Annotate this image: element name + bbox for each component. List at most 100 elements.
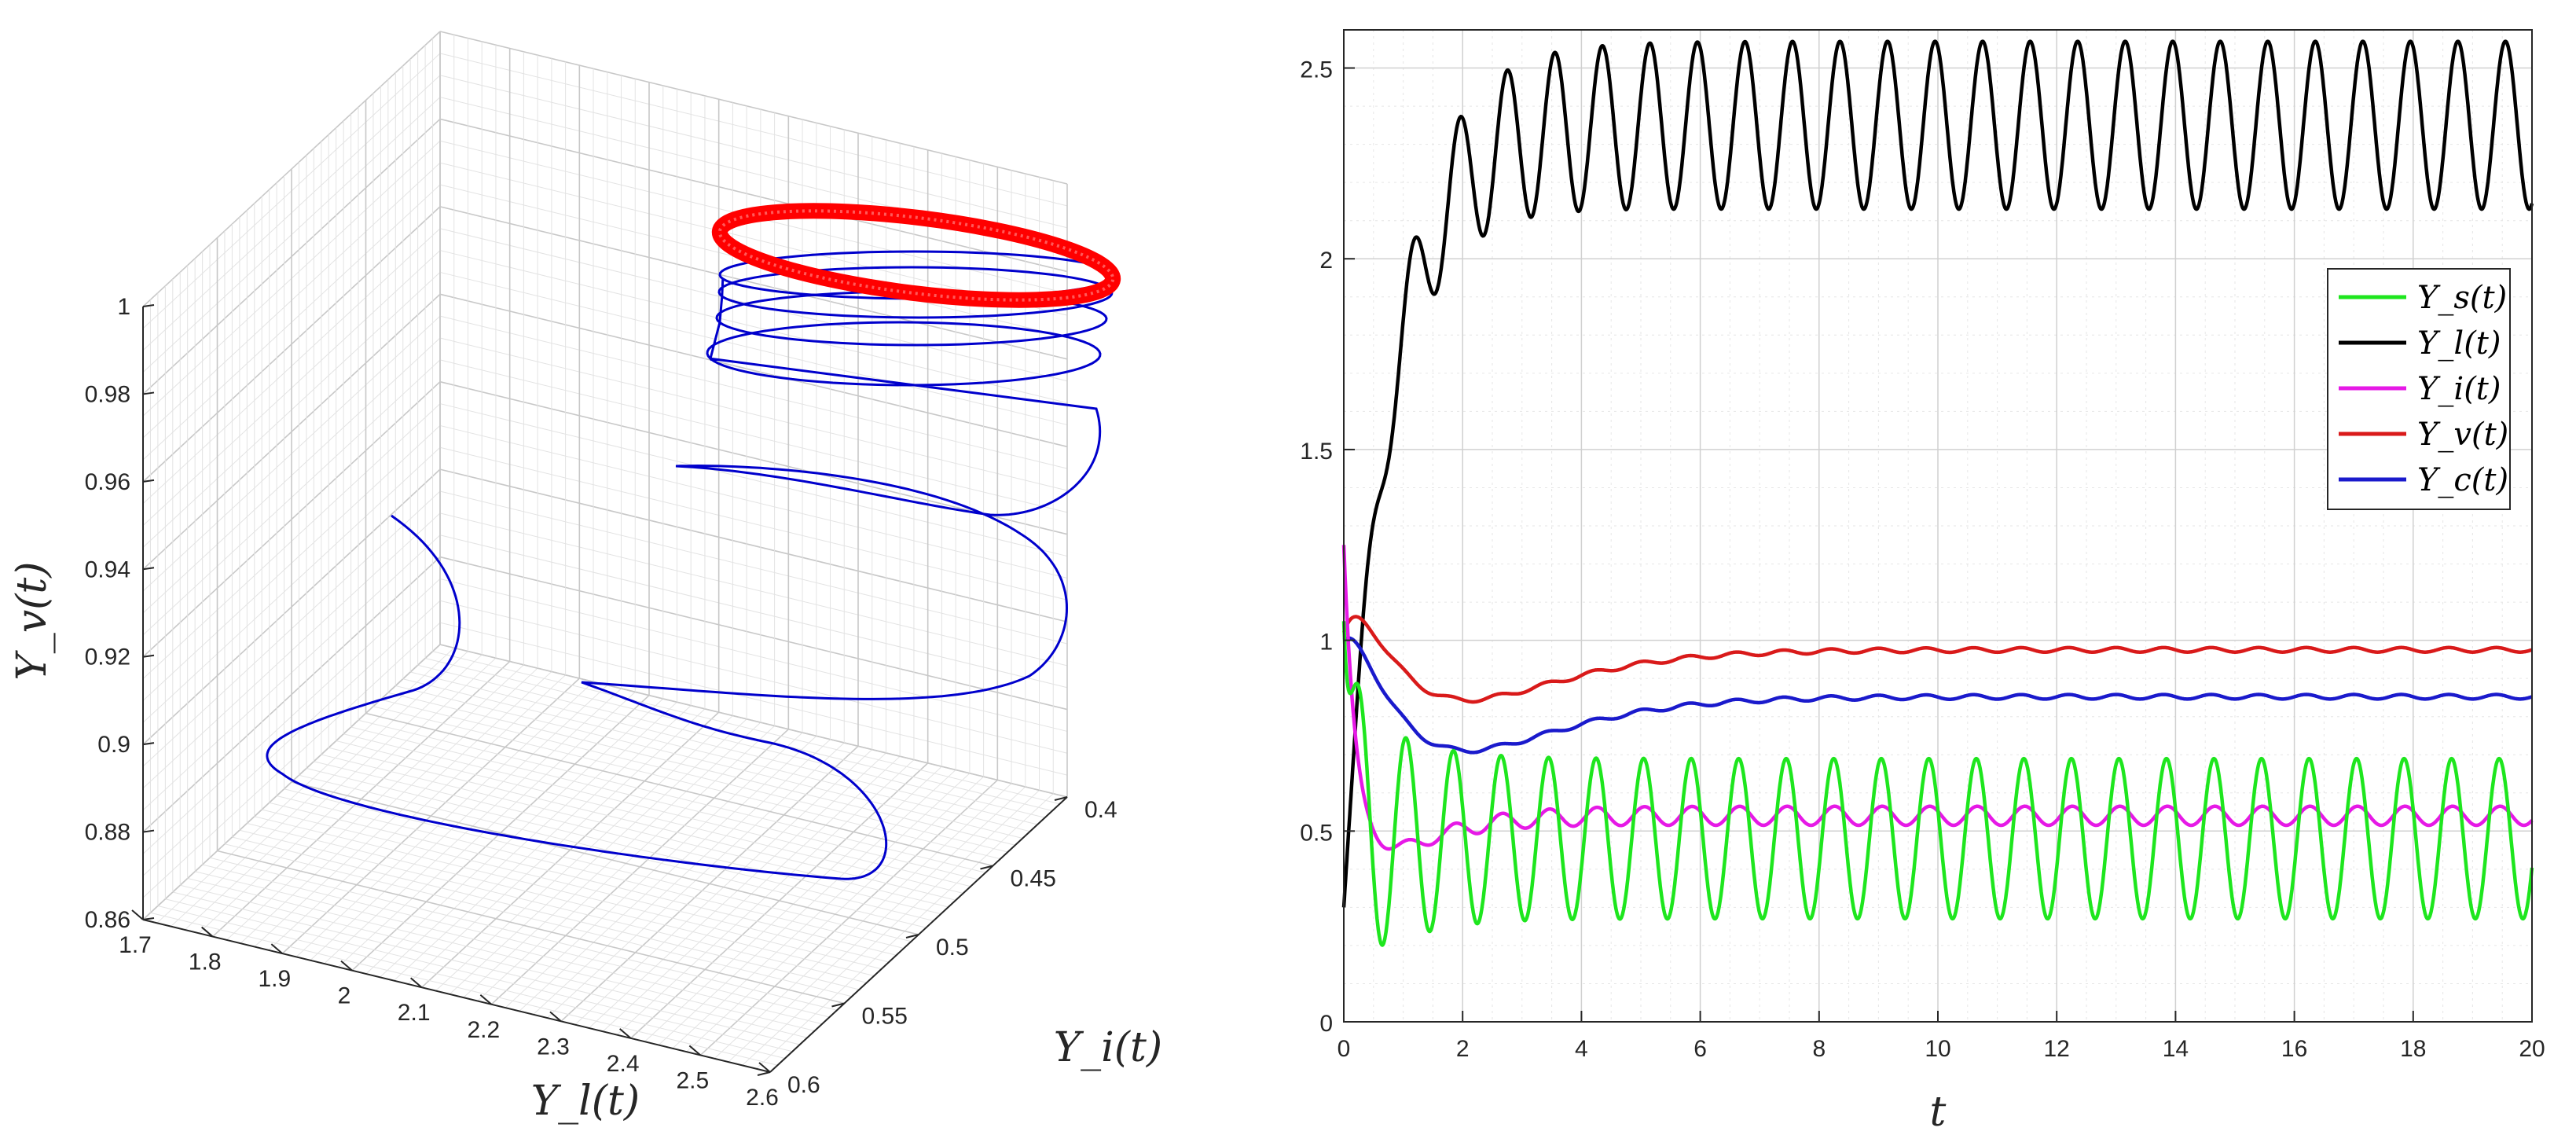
y-tick-label: 0.5	[936, 935, 969, 961]
right-wall-grid-line	[439, 622, 1068, 776]
right-wall-grid-line	[439, 468, 1068, 623]
z-tick-mark	[142, 567, 155, 571]
floor-grid-line	[336, 740, 963, 894]
right-wall-grid-line	[439, 556, 1068, 711]
z-tick-label: 1	[117, 294, 130, 320]
z-tick-mark	[142, 742, 155, 746]
x-tick-mark	[270, 943, 283, 954]
z-tick-label: 0.98	[85, 381, 130, 407]
floor-grid-line	[180, 884, 808, 1038]
y-tick-mark	[905, 934, 919, 938]
right-wall-grid-line	[439, 403, 1068, 557]
legend-label-i: Y_i(t)	[2417, 371, 2501, 407]
trajectory-curve	[266, 250, 1117, 880]
y-tick-label: 0.4	[1084, 797, 1117, 823]
z-tick-label: 0.94	[85, 556, 130, 582]
floor-grid-line	[380, 699, 1008, 853]
z-tick-mark	[142, 829, 155, 833]
floor-grid-line	[284, 788, 912, 942]
right-wall-grid-line	[439, 644, 1068, 798]
floor-grid-line	[209, 857, 838, 1011]
left-x-axis-label: Y_l(t)	[531, 1078, 640, 1125]
left-y-ticks: 0.4 0.45 0.5 0.55 0.6	[757, 796, 1117, 1098]
right-wall-grid-line	[439, 315, 1068, 469]
right-series	[1341, 39, 2534, 947]
floor-grid-line	[195, 871, 823, 1025]
x-tick-label: 1.8	[189, 949, 222, 975]
series-line-c	[1342, 636, 2534, 755]
floor-grid-line	[365, 712, 993, 867]
floor-grid-line	[247, 823, 875, 976]
x-tick-mark	[479, 994, 492, 1005]
legend-label-s: Y_s(t)	[2417, 280, 2507, 316]
x-tick-label: 14	[2163, 1036, 2189, 1062]
y-tick-label: 0.5	[1300, 820, 1333, 846]
y-tick-label: 0.45	[1011, 866, 1056, 892]
legend-label-v: Y_v(t)	[2417, 417, 2508, 453]
z-tick-label: 0.86	[85, 907, 130, 933]
x-tick-mark	[410, 977, 423, 988]
z-tick-mark	[142, 304, 155, 307]
x-tick-label: 2	[1456, 1036, 1470, 1062]
legend-label-l: Y_l(t)	[2417, 325, 2501, 362]
floor-grid-line	[269, 802, 897, 956]
left-3d-plot: 0.86 0.88 0.9 0.92 0.94 0.96 0.98 1 1.7 1.8 1.9 2 2…	[9, 31, 1162, 1125]
x-tick-mark	[131, 909, 144, 920]
x-tick-label: 0	[1338, 1036, 1351, 1062]
floor-grid-line	[328, 747, 956, 901]
right-wall-grid-line	[439, 118, 1068, 273]
floor-grid-line	[224, 843, 853, 997]
z-tick-label: 0.88	[85, 820, 130, 846]
left-grid	[142, 31, 1068, 1073]
right-time-series-plot: 0 2 4 6 8 10 12 14 16 18 20 00.511.522.5 t Y_s(t)Y…	[1300, 29, 2545, 1136]
z-tick-label: 0.92	[85, 645, 130, 670]
floor-grid-line	[432, 651, 1060, 805]
z-tick-mark	[142, 917, 155, 920]
x-tick-label: 12	[2044, 1036, 2070, 1062]
x-tick-label: 2.6	[746, 1085, 779, 1111]
x-tick-mark	[201, 926, 214, 938]
z-tick-label: 0.96	[85, 469, 130, 495]
z-tick-mark	[142, 391, 155, 395]
right-y-ticks: 0 0.5 1 1.5 2 2.5	[1300, 57, 1355, 1037]
left-z-axis-label: Y_v(t)	[9, 561, 56, 680]
legend-label-c: Y_c(t)	[2417, 462, 2508, 498]
floor-grid-line	[350, 726, 978, 880]
x-tick-mark	[619, 1028, 632, 1039]
left-y-axis-label: Y_i(t)	[1054, 1024, 1162, 1071]
x-tick-mark	[688, 1045, 701, 1056]
x-tick-mark	[758, 1062, 771, 1073]
x-tick-mark	[549, 1011, 562, 1023]
right-wall-grid-line	[439, 359, 1068, 513]
floor-grid-line	[372, 706, 1001, 860]
series-line-v	[1341, 615, 2534, 704]
legend: Y_s(t) Y_l(t) Y_i(t) Y_v(t) Y_c(t)	[2327, 268, 2511, 510]
floor-grid-line	[402, 678, 1030, 832]
y-tick-label: 2	[1319, 248, 1333, 274]
floor-grid-line	[358, 719, 986, 873]
left-x-ticks: 1.7 1.8 1.9 2 2.1 2.2 2.3 2.4 2.5 2.6	[119, 909, 779, 1111]
floor-grid-line	[232, 836, 860, 990]
y-tick-label: 0.6	[787, 1072, 820, 1098]
floor-grid-line	[217, 850, 845, 1005]
right-wall-grid-line	[439, 446, 1068, 601]
x-tick-label: 2	[338, 983, 351, 1009]
y-tick-label: 0	[1319, 1011, 1333, 1037]
floor-grid-line	[239, 829, 867, 983]
y-tick-mark	[1054, 796, 1068, 801]
floor-grid-line	[314, 761, 941, 915]
floor-grid-line	[387, 692, 1015, 846]
x-tick-label: 2.4	[607, 1051, 640, 1077]
y-tick-label: 1	[1319, 630, 1333, 656]
floor-grid-line	[306, 768, 934, 921]
floor-grid-line	[343, 733, 971, 887]
floor-grid-line	[187, 878, 815, 1031]
right-wall-grid-line	[439, 424, 1068, 579]
right-wall-grid-line	[439, 162, 1068, 316]
right-wall-grid-line	[439, 206, 1068, 360]
right-wall-grid-line	[439, 75, 1068, 229]
floor-grid-line	[254, 816, 882, 970]
z-tick-mark	[142, 479, 155, 483]
floor-grid-line	[276, 795, 905, 949]
